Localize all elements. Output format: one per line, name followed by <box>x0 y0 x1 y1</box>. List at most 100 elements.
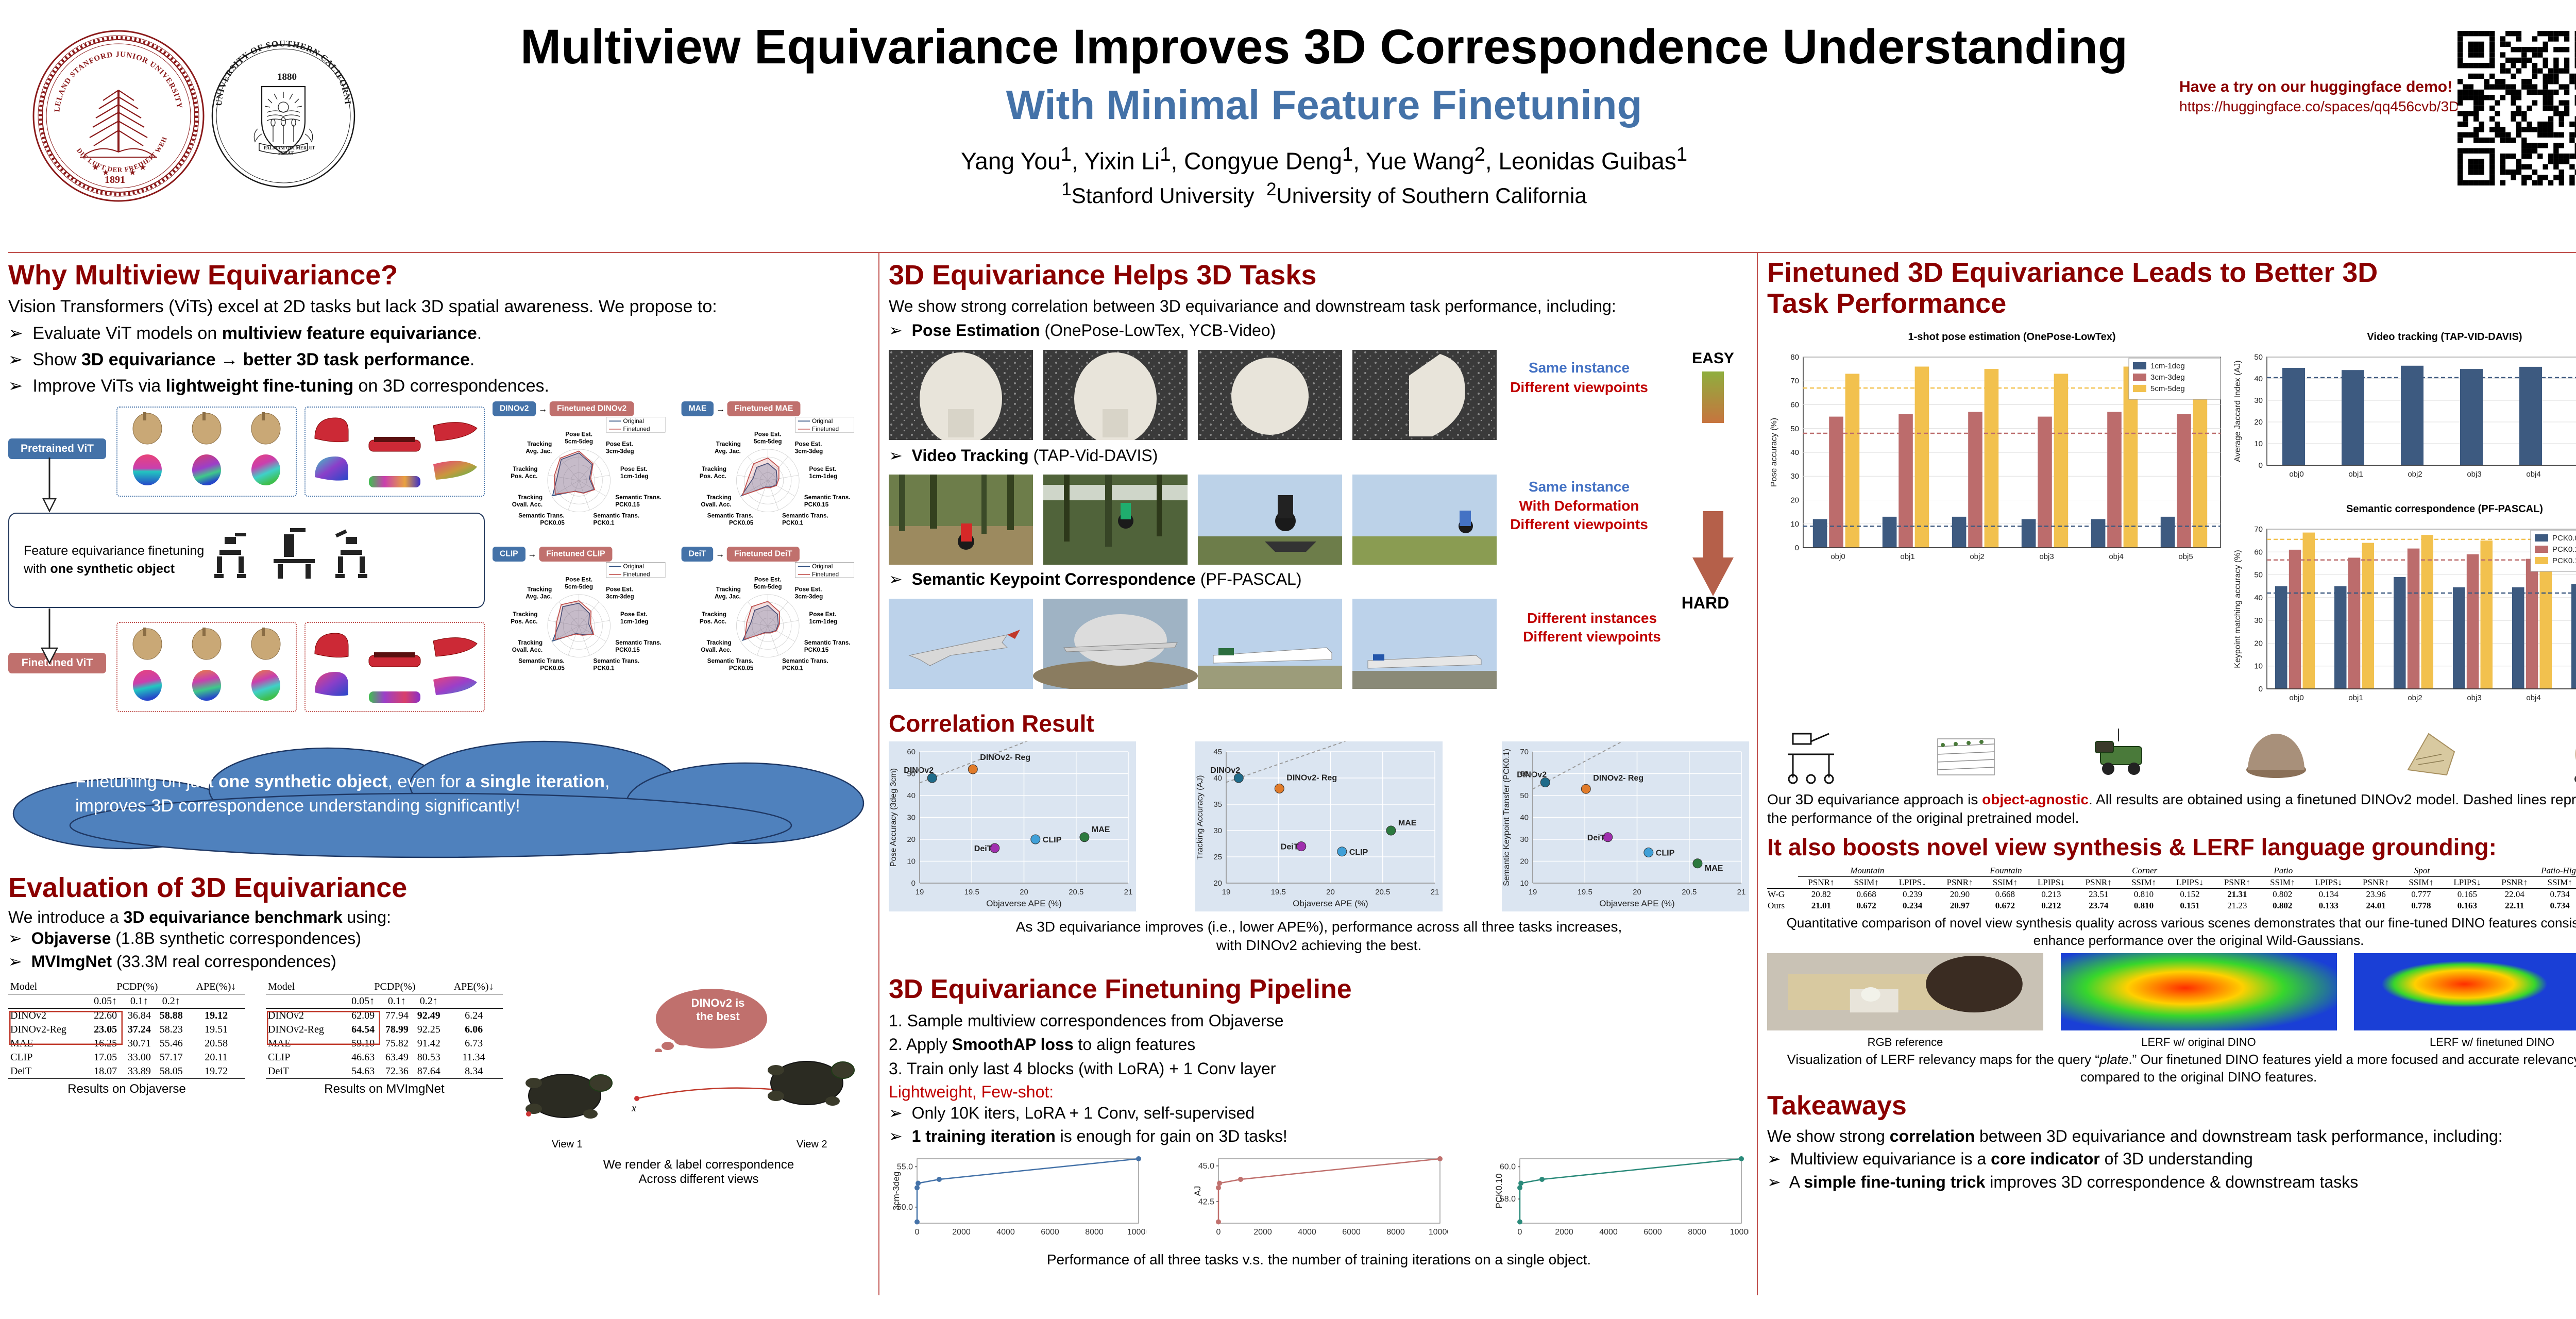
svg-text:10: 10 <box>2254 662 2263 671</box>
svg-text:50: 50 <box>2254 571 2263 580</box>
svg-text:DINOv2- Reg: DINOv2- Reg <box>980 753 1030 762</box>
svg-text:obj1: obj1 <box>1900 552 1914 561</box>
svg-text:30: 30 <box>2254 396 2263 405</box>
svg-text:obj4: obj4 <box>2526 694 2540 702</box>
svg-text:3cm-3deg: 3cm-3deg <box>606 593 634 600</box>
svg-text:2000: 2000 <box>1555 1228 1573 1237</box>
svg-text:obj0: obj0 <box>2289 694 2303 702</box>
svg-text:Tracking: Tracking <box>527 586 552 593</box>
svg-text:obj4: obj4 <box>2526 470 2540 479</box>
svg-text:Tracking: Tracking <box>716 441 741 447</box>
svg-text:Tracking: Tracking <box>707 494 732 501</box>
svg-text:50: 50 <box>1520 791 1529 800</box>
svg-text:Semantic Keypoint Transfer (PC: Semantic Keypoint Transfer (PCK0.1) <box>1502 749 1511 886</box>
svg-text:Tracking: Tracking <box>513 466 537 472</box>
svg-text:45.0: 45.0 <box>1198 1161 1214 1170</box>
svg-text:20: 20 <box>907 835 916 844</box>
svg-text:PCK0.15: PCK0.15 <box>804 647 829 653</box>
svg-text:CLIP: CLIP <box>1656 849 1675 858</box>
svg-text:40: 40 <box>1520 814 1529 822</box>
svg-text:PCK0.1: PCK0.1 <box>782 665 803 671</box>
svg-text:55.0: 55.0 <box>897 1162 913 1171</box>
svg-text:20: 20 <box>1520 857 1529 866</box>
svg-text:Pose Est.: Pose Est. <box>809 611 837 618</box>
svg-text:x: x <box>631 1103 636 1114</box>
svg-text:20: 20 <box>1020 888 1028 897</box>
svg-text:Original: Original <box>812 418 833 425</box>
svg-text:obj3: obj3 <box>2467 470 2481 479</box>
svg-text:★: ★ <box>129 168 136 177</box>
svg-text:obj3: obj3 <box>2039 552 2054 561</box>
svg-text:DeiT: DeiT <box>974 844 992 853</box>
svg-text:Pose Est.: Pose Est. <box>606 441 633 447</box>
svg-text:19.5: 19.5 <box>1578 888 1592 897</box>
svg-text:35: 35 <box>1213 800 1222 809</box>
svg-text:Semantic Trans.: Semantic Trans. <box>804 494 851 501</box>
svg-text:Pos. Acc.: Pos. Acc. <box>511 473 537 480</box>
svg-text:4000: 4000 <box>1599 1228 1618 1237</box>
svg-text:30: 30 <box>1520 835 1529 844</box>
svg-text:Pos. Acc.: Pos. Acc. <box>511 618 537 625</box>
svg-text:Semantic Trans.: Semantic Trans. <box>615 494 662 501</box>
svg-text:21: 21 <box>1737 888 1746 897</box>
svg-text:Pose Est.: Pose Est. <box>795 441 822 447</box>
svg-text:Tracking: Tracking <box>527 441 552 447</box>
svg-text:50: 50 <box>2254 353 2263 362</box>
svg-text:21: 21 <box>1124 888 1133 897</box>
svg-text:Avg. Jac.: Avg. Jac. <box>526 593 552 600</box>
svg-text:Avg. Jac.: Avg. Jac. <box>715 593 741 600</box>
svg-text:6000: 6000 <box>1041 1228 1059 1237</box>
svg-text:PCK0.10: PCK0.10 <box>1494 1173 1504 1208</box>
svg-text:obj3: obj3 <box>2467 694 2481 702</box>
svg-text:PCK0.05: PCK0.05 <box>2552 534 2576 543</box>
svg-text:5cm-5deg: 5cm-5deg <box>565 583 593 590</box>
svg-text:10000: 10000 <box>1429 1228 1448 1237</box>
svg-text:Finetuned: Finetuned <box>812 426 839 433</box>
svg-text:Ovall. Acc.: Ovall. Acc. <box>512 647 543 653</box>
svg-text:Semantic Trans.: Semantic Trans. <box>782 657 828 664</box>
svg-text:60: 60 <box>1520 770 1529 779</box>
svg-text:0: 0 <box>2259 461 2263 470</box>
svg-text:45: 45 <box>1213 748 1222 756</box>
svg-text:3cm-3deg: 3cm-3deg <box>606 448 634 454</box>
svg-text:CLIP: CLIP <box>1349 848 1368 857</box>
svg-text:Avg. Jac.: Avg. Jac. <box>715 448 741 454</box>
svg-text:1cm-1deg: 1cm-1deg <box>620 473 649 480</box>
svg-text:6000: 6000 <box>1643 1228 1662 1237</box>
svg-text:AJ: AJ <box>1193 1186 1202 1196</box>
svg-text:obj0: obj0 <box>2289 470 2303 479</box>
svg-text:20: 20 <box>1790 496 1799 504</box>
svg-text:70: 70 <box>2254 525 2263 534</box>
svg-text:20: 20 <box>1633 888 1641 897</box>
svg-text:60: 60 <box>907 748 916 756</box>
svg-text:20: 20 <box>1213 879 1222 888</box>
svg-text:Ovall. Acc.: Ovall. Acc. <box>701 647 731 653</box>
svg-text:60: 60 <box>1790 400 1799 409</box>
svg-text:Pos. Acc.: Pos. Acc. <box>700 618 726 625</box>
svg-text:Tracking Accuracy (AJ): Tracking Accuracy (AJ) <box>1196 775 1205 860</box>
svg-text:21: 21 <box>1431 888 1439 897</box>
svg-text:Tracking: Tracking <box>716 586 741 593</box>
svg-text:10000: 10000 <box>1127 1228 1146 1237</box>
svg-text:50: 50 <box>907 770 916 779</box>
svg-text:2000: 2000 <box>1253 1228 1272 1237</box>
svg-text:8000: 8000 <box>1386 1228 1405 1237</box>
svg-text:8000: 8000 <box>1085 1228 1104 1237</box>
svg-text:Semantic Trans.: Semantic Trans. <box>518 512 565 519</box>
svg-text:PCK0.1: PCK0.1 <box>594 519 615 526</box>
svg-text:70: 70 <box>1520 748 1529 756</box>
svg-text:19: 19 <box>916 888 924 897</box>
svg-text:70: 70 <box>1790 377 1799 385</box>
svg-text:Semantic Trans.: Semantic Trans. <box>594 657 640 664</box>
svg-text:10: 10 <box>1790 520 1799 529</box>
svg-text:30: 30 <box>1213 826 1222 835</box>
svg-text:10: 10 <box>2254 439 2263 448</box>
svg-text:30: 30 <box>907 814 916 822</box>
svg-text:20.5: 20.5 <box>1069 888 1083 897</box>
svg-text:1880: 1880 <box>277 72 297 82</box>
svg-text:60: 60 <box>2254 548 2263 556</box>
svg-text:PCK0.10: PCK0.10 <box>2552 545 2576 554</box>
svg-text:Objaverse APE (%): Objaverse APE (%) <box>1293 899 1368 908</box>
svg-text:0: 0 <box>1518 1228 1522 1237</box>
svg-text:20.5: 20.5 <box>1682 888 1697 897</box>
